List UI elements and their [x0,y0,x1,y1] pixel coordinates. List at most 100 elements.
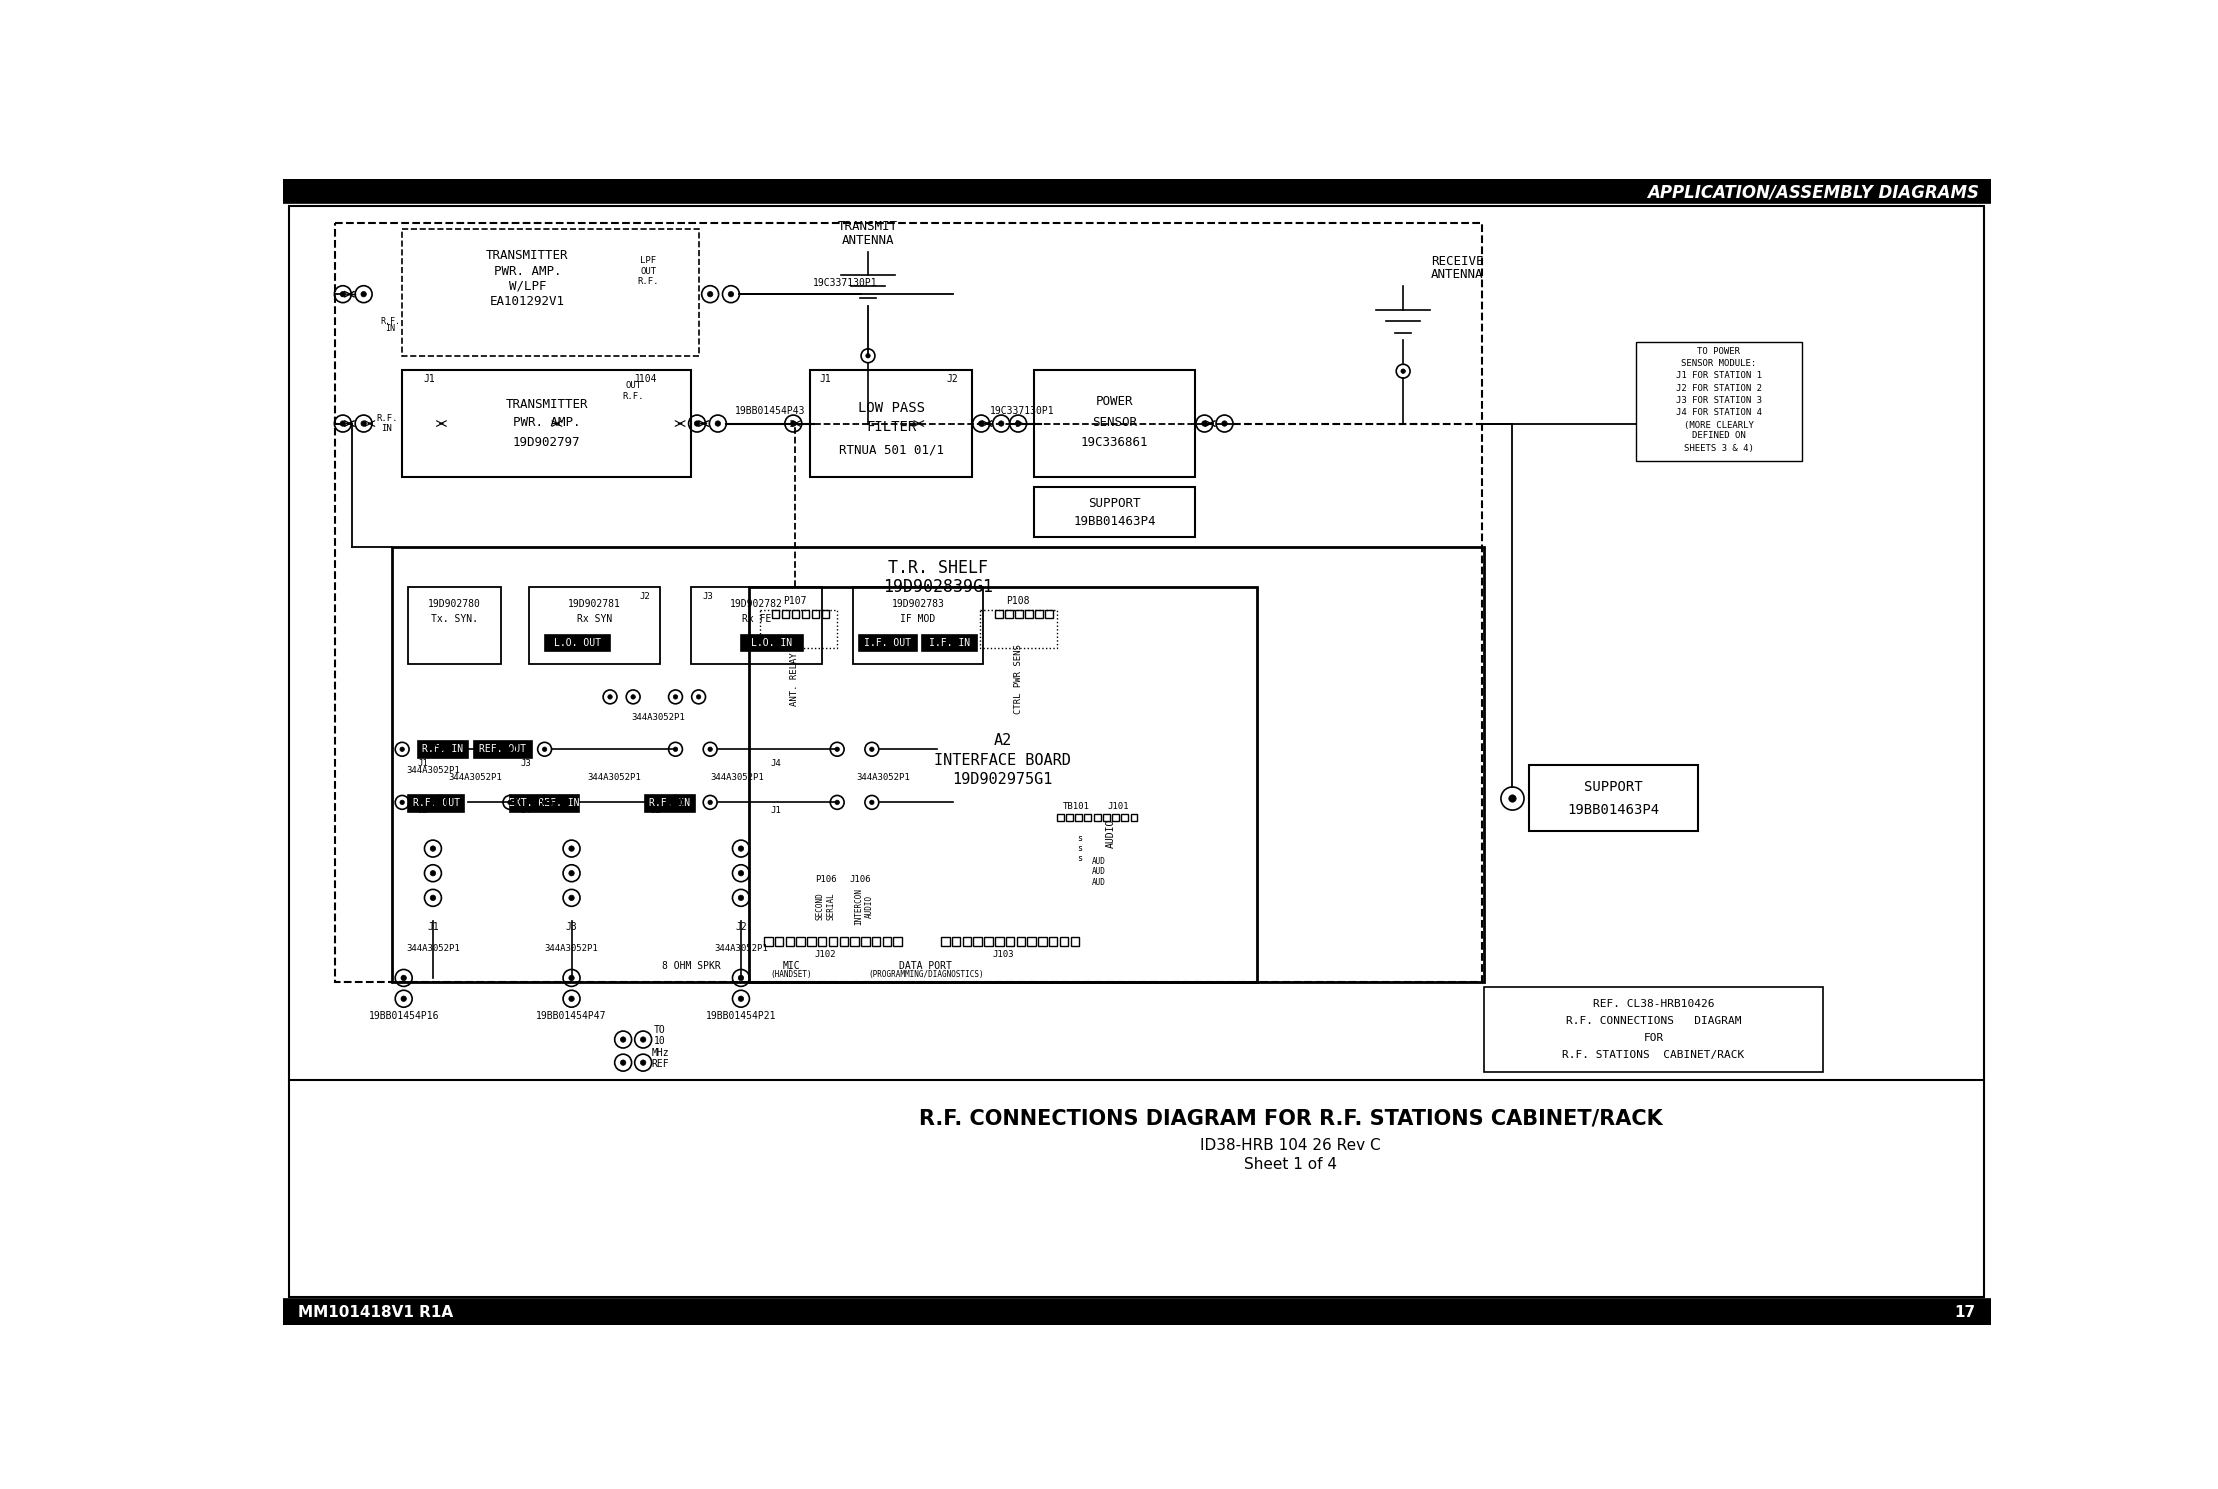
Text: J3 FOR STATION 3: J3 FOR STATION 3 [1677,396,1761,405]
Bar [1005,937,1014,946]
Circle shape [568,975,574,981]
Circle shape [739,846,743,852]
Bar [1049,937,1058,946]
Bar [1131,814,1138,820]
Circle shape [621,1036,625,1042]
Text: 19D902783: 19D902783 [892,599,945,609]
Bar [801,610,810,618]
Text: REF: REF [652,1059,670,1069]
Text: J3: J3 [566,922,577,932]
Circle shape [739,996,743,1002]
Circle shape [1016,421,1020,426]
Text: P107: P107 [783,596,807,606]
Text: TB101: TB101 [1062,801,1089,810]
Text: J2: J2 [947,374,958,384]
Text: (HANDSET): (HANDSET) [770,971,812,980]
Text: AUDIO: AUDIO [1105,819,1116,847]
Bar [858,634,916,652]
Text: TRANSMITTER: TRANSMITTER [506,398,588,411]
Text: 19BB01463P4: 19BB01463P4 [1568,803,1659,817]
Text: DATA PORT: DATA PORT [898,960,952,971]
Text: SHEETS 3 & 4): SHEETS 3 & 4) [1683,444,1754,453]
Text: R.F. CONNECTIONS DIAGRAM FOR R.F. STATIONS CABINET/RACK: R.F. CONNECTIONS DIAGRAM FOR R.F. STATIO… [918,1108,1664,1129]
Bar [401,369,690,478]
Bar [475,742,532,758]
Bar [1528,765,1699,831]
Text: R.F.: R.F. [381,317,401,326]
Circle shape [708,800,712,804]
Circle shape [399,747,404,752]
Bar [1111,814,1120,820]
Bar [510,795,579,812]
Bar [417,742,468,758]
Bar [861,937,869,946]
Text: J1: J1 [428,922,439,932]
Text: 344A3052P1: 344A3052P1 [448,773,501,782]
Circle shape [401,996,406,1002]
Bar [785,937,794,946]
Circle shape [674,695,679,700]
Bar [1071,937,1078,946]
Text: CTRL PWR SENS: CTRL PWR SENS [1014,645,1022,715]
Text: J1: J1 [417,759,428,768]
Bar [823,610,830,618]
Text: 19BB01454P43: 19BB01454P43 [734,406,805,415]
Text: 344A3052P1: 344A3052P1 [588,773,641,782]
Circle shape [543,747,548,752]
Text: 344A3052P1: 344A3052P1 [630,713,685,722]
Text: J3: J3 [519,759,530,768]
Bar [1034,487,1196,536]
Circle shape [508,800,512,804]
Bar [796,937,805,946]
Text: DEFINED ON: DEFINED ON [1692,432,1746,441]
Bar [1056,814,1065,820]
Bar [818,937,827,946]
Bar [852,587,983,664]
Circle shape [568,846,574,852]
Bar [1025,610,1034,618]
Text: REF. CL38-HRB10426: REF. CL38-HRB10426 [1593,999,1715,1010]
Text: 19D902781: 19D902781 [568,599,621,609]
Bar [1060,937,1069,946]
Text: J104: J104 [632,374,657,384]
Text: IF MOD: IF MOD [901,613,936,624]
Bar [750,587,1258,981]
Bar [1122,814,1129,820]
Bar [940,937,949,946]
Circle shape [1402,369,1406,374]
Circle shape [674,747,679,752]
Text: A2: A2 [994,733,1011,749]
Text: APPLICATION/ASSEMBLY DIAGRAMS: APPLICATION/ASSEMBLY DIAGRAMS [1648,183,1978,201]
Bar [761,610,836,648]
Text: LOW PASS: LOW PASS [858,401,925,415]
Circle shape [430,871,435,876]
Text: EA101292V1: EA101292V1 [490,295,566,308]
Text: LPF
OUT
R.F.: LPF OUT R.F. [639,256,659,286]
Text: J2: J2 [734,922,747,932]
Circle shape [694,421,699,426]
Circle shape [739,975,743,981]
Circle shape [568,871,574,876]
Circle shape [439,800,444,804]
Circle shape [568,996,574,1002]
Circle shape [621,1060,625,1065]
Bar [1005,610,1014,618]
Circle shape [1508,795,1517,803]
Text: PWR. AMP.: PWR. AMP. [512,415,581,429]
Text: 344A3052P1: 344A3052P1 [710,773,763,782]
Circle shape [998,421,1005,426]
Text: RTNUA 501 01/1: RTNUA 501 01/1 [838,444,943,457]
Text: R.F. IN: R.F. IN [421,744,464,755]
Text: L.O. OUT: L.O. OUT [554,637,601,648]
Circle shape [834,747,838,752]
Text: 344A3052P1: 344A3052P1 [714,944,767,953]
Text: FILTER: FILTER [865,420,916,435]
Bar [401,229,699,356]
Text: ID38-HRB 104 26 Rev C: ID38-HRB 104 26 Rev C [1200,1138,1382,1152]
Circle shape [1202,421,1207,426]
Text: P108: P108 [1007,596,1029,606]
Circle shape [1222,421,1227,426]
Text: AUD
AUD
AUD: AUD AUD AUD [1091,856,1107,886]
Text: J102: J102 [814,950,836,959]
Bar [1038,937,1047,946]
